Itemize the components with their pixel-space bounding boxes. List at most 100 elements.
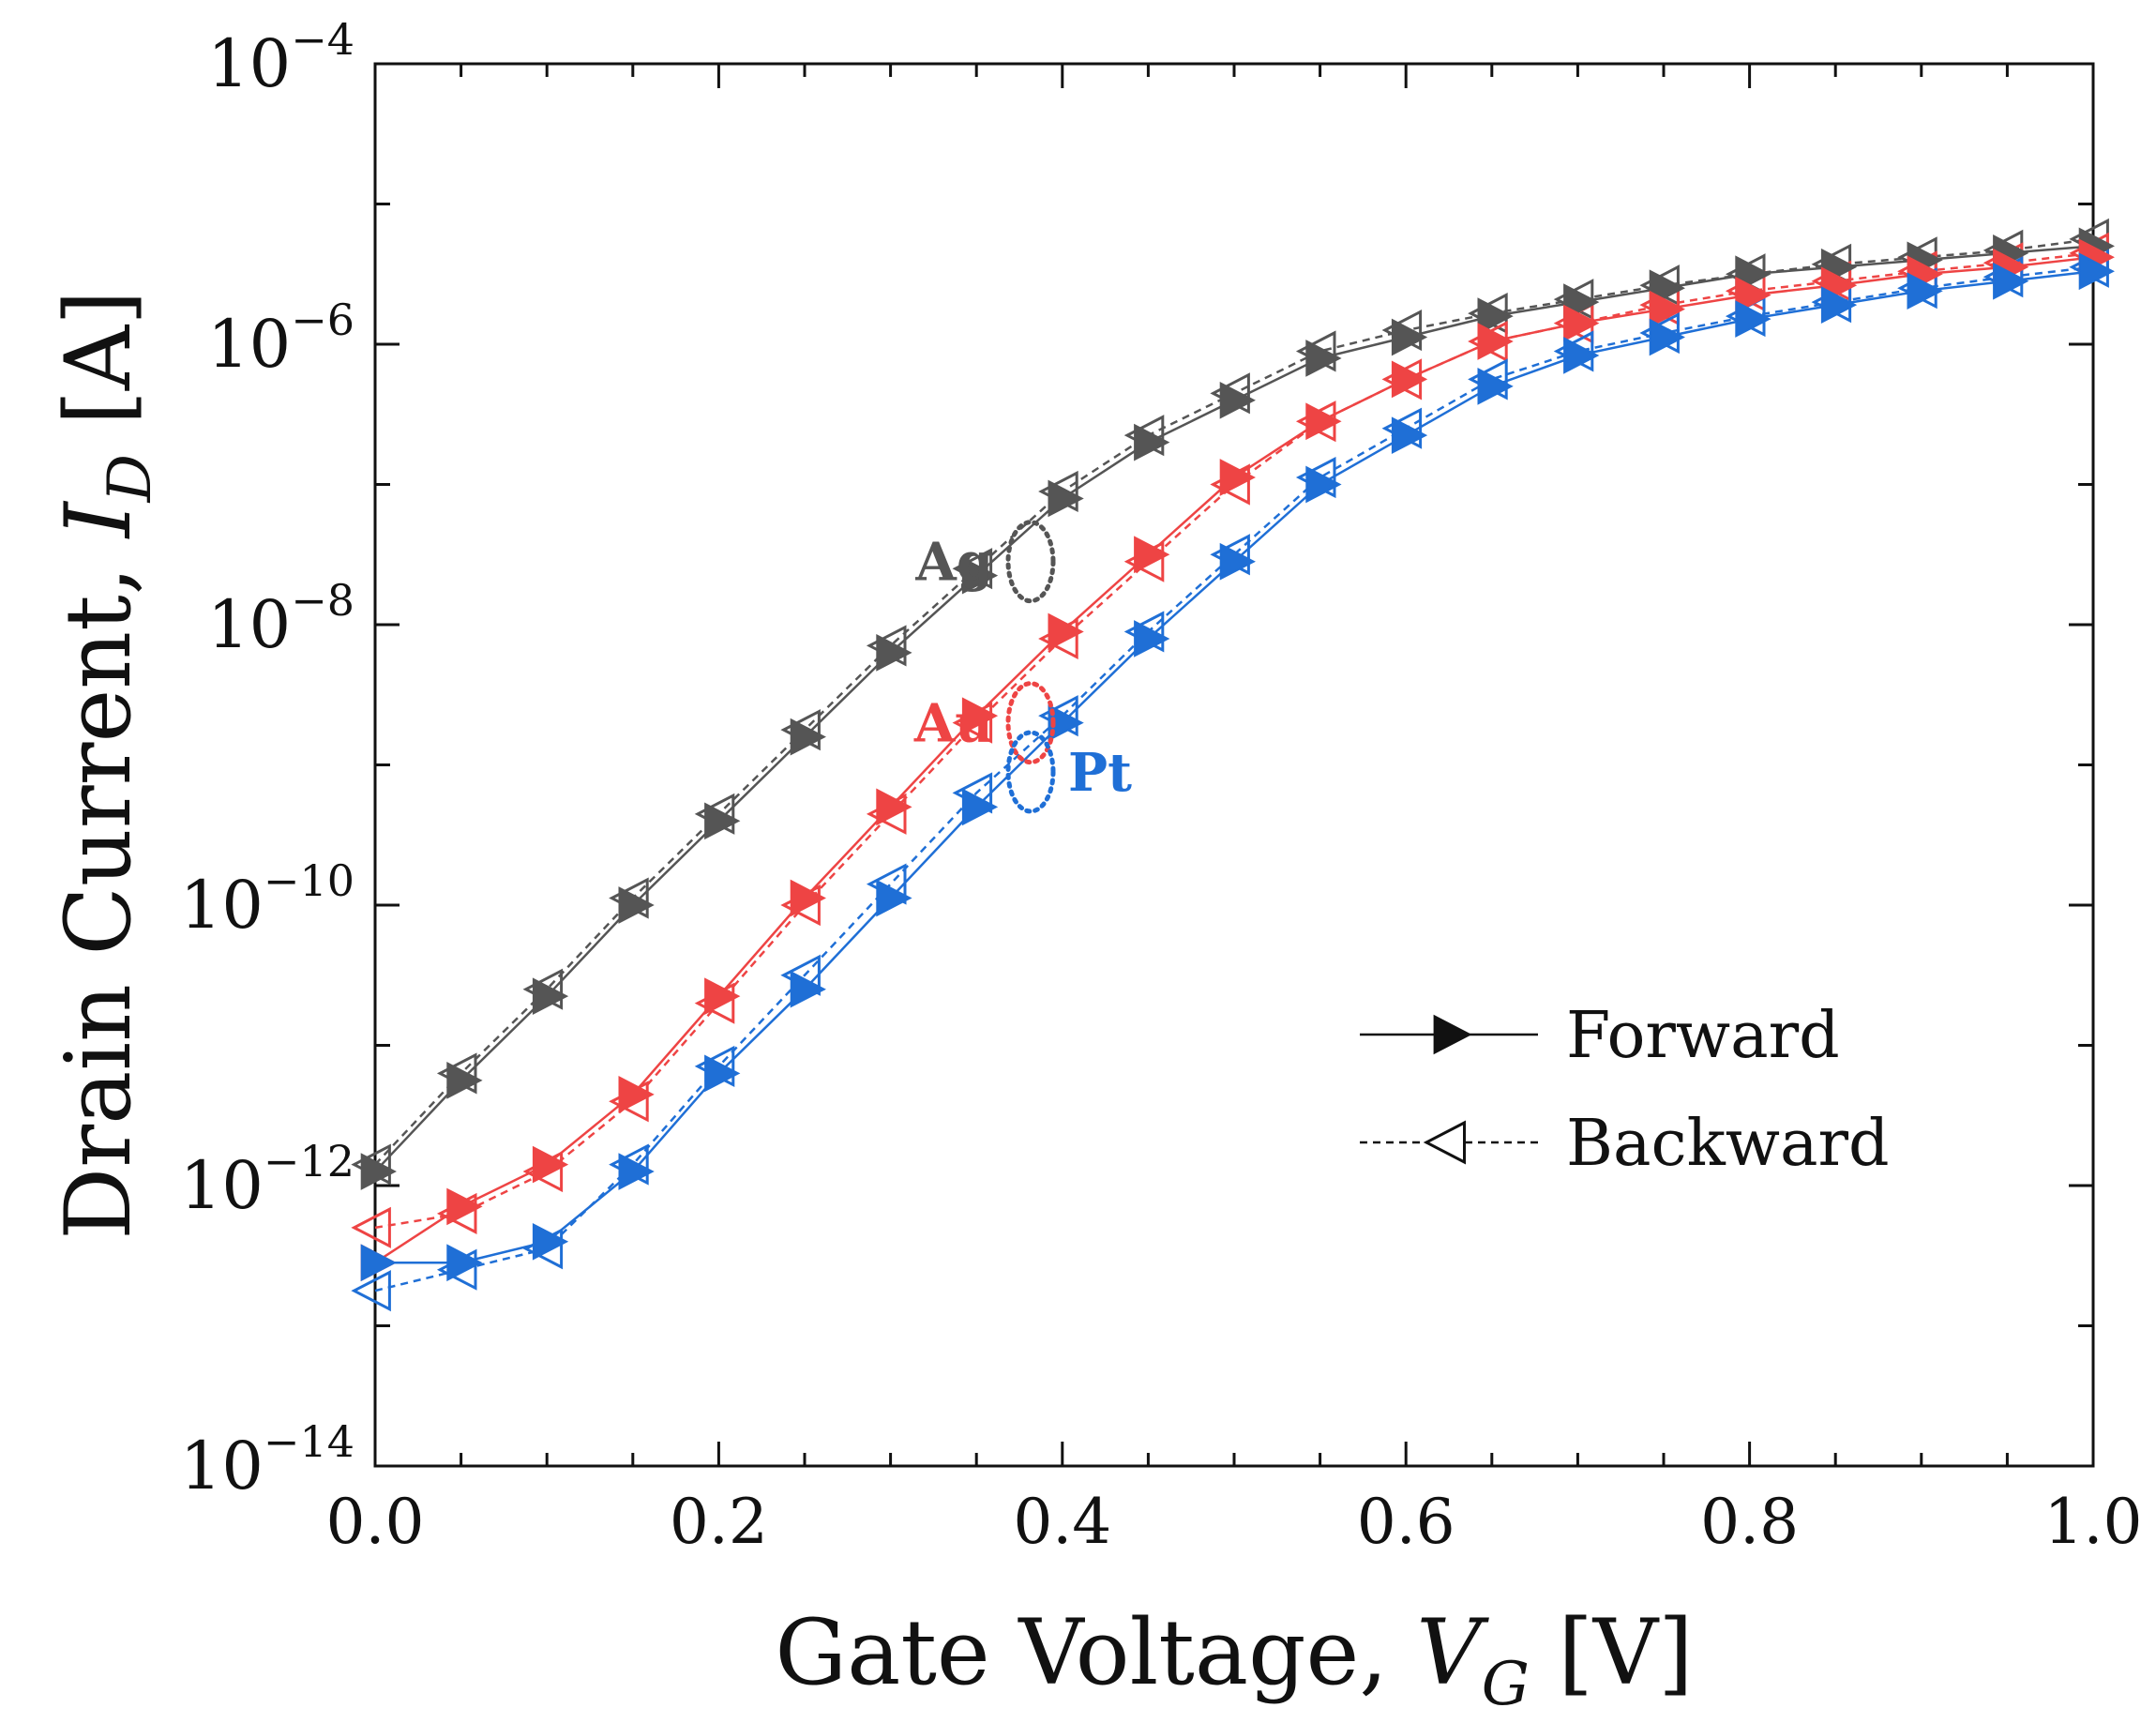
data-point-pt-forward	[1134, 620, 1170, 657]
data-point-ag-forward	[1477, 297, 1514, 335]
x-tick-label: 0.0	[326, 1486, 425, 1558]
data-point-pt-forward	[360, 1244, 397, 1282]
data-point-au-forward	[790, 879, 826, 917]
data-point-ag-forward	[1219, 381, 1256, 419]
annotation-ellipse-au	[1005, 681, 1056, 765]
x-axis-title: Gate Voltage, VG [V]	[775, 1600, 1693, 1719]
data-point-pt-forward	[1477, 368, 1514, 405]
y-axis-title-var: I	[46, 500, 151, 539]
data-point-au-forward	[1134, 536, 1170, 574]
data-point-pt-forward	[790, 970, 826, 1008]
y-tick-base: 10	[207, 25, 291, 102]
data-point-pt-forward	[1907, 272, 1943, 310]
data-point-pt-forward	[1820, 286, 1858, 324]
data-point-au-forward	[446, 1187, 483, 1226]
annotation-ellipse-ag	[1005, 520, 1056, 604]
x-tick-label: 0.4	[1013, 1486, 1111, 1558]
data-point-au-forward	[1219, 459, 1256, 496]
y-tick-power: −10	[264, 855, 354, 906]
x-tick-label: 0.6	[1357, 1486, 1455, 1558]
data-point-pt-forward	[1391, 416, 1428, 455]
data-point-au-forward	[1391, 360, 1428, 399]
data-point-au-backward	[351, 1206, 391, 1248]
x-axis-title-prefix: Gate Voltage,	[775, 1600, 1416, 1705]
data-point-ag-forward	[1391, 318, 1428, 356]
data-point-pt-forward	[446, 1244, 483, 1282]
series-line-pt-backward	[374, 265, 2094, 1292]
y-tick-power: −8	[291, 575, 354, 626]
data-point-au-forward	[618, 1075, 655, 1113]
series-ag-forward	[360, 227, 2115, 1190]
y-tick-power: −4	[291, 14, 354, 65]
y-tick-power: −12	[264, 1136, 354, 1186]
data-point-pt-forward	[1305, 465, 1342, 504]
data-point-pt-forward	[876, 879, 912, 917]
y-tick-label: 10−8	[207, 575, 354, 663]
y-tick-label: 10−10	[180, 855, 354, 944]
data-point-pt-forward	[1563, 337, 1600, 374]
y-tick-label: 10−4	[207, 14, 354, 102]
y-axis-title: Drain Current, ID [A]	[46, 290, 165, 1239]
data-point-ag-forward	[360, 1153, 397, 1190]
data-point-ag-forward	[1305, 340, 1342, 377]
annotation-ellipse-pt	[1005, 730, 1056, 814]
data-point-ag-forward	[790, 718, 826, 756]
data-point-pt-forward	[532, 1222, 569, 1261]
y-tick-base: 10	[180, 1147, 264, 1224]
annotation-label-pt: Pt	[1068, 742, 1132, 804]
data-point-au-forward	[961, 697, 999, 735]
series-au-backward	[351, 232, 2109, 1248]
y-tick-base: 10	[207, 586, 291, 663]
data-point-ag-forward	[1048, 479, 1084, 518]
y-tick-label: 10−14	[180, 1416, 354, 1504]
y-axis-title-prefix: Drain Current,	[46, 537, 151, 1239]
y-tick-base: 10	[180, 1428, 264, 1504]
y-tick-label: 10−12	[180, 1136, 354, 1224]
legend-marker-forward	[1433, 1014, 1472, 1055]
x-axis-title-unit: [V]	[1530, 1600, 1694, 1705]
data-point-au-forward	[1305, 402, 1342, 441]
series-pt-forward	[360, 252, 2115, 1282]
data-point-au-forward	[1735, 276, 1772, 314]
y-axis-title-unit: [A]	[46, 290, 151, 454]
data-point-au-forward	[1649, 290, 1685, 328]
data-point-au-forward	[704, 977, 741, 1016]
data-point-pt-forward	[1219, 542, 1256, 581]
y-tick-power: −14	[264, 1416, 354, 1467]
data-point-au-forward	[1477, 323, 1514, 360]
data-point-pt-forward	[2078, 252, 2115, 291]
x-tick-label: 1.0	[2044, 1486, 2143, 1558]
data-point-ag-forward	[704, 802, 741, 840]
data-point-ag-forward	[532, 977, 569, 1016]
data-point-pt-forward	[1735, 300, 1772, 338]
legend-marker-backward	[1423, 1120, 1466, 1165]
data-point-pt-forward	[1993, 262, 2029, 300]
y-tick-base: 10	[180, 867, 264, 944]
data-point-pt-forward	[704, 1054, 741, 1093]
data-point-ag-forward	[876, 634, 912, 672]
annotation-label-au: Au	[913, 693, 993, 755]
annotation-label-ag: Ag	[914, 532, 993, 594]
data-point-pt-forward	[1649, 318, 1685, 356]
data-point-ag-forward	[446, 1062, 483, 1099]
legend-entry-forward: Forward	[1360, 999, 1840, 1073]
legend-label: Backward	[1566, 1107, 1890, 1181]
legend-label: Forward	[1566, 999, 1840, 1073]
series-ag-backward	[351, 218, 2109, 1186]
y-axis-title-sub: D	[96, 454, 165, 503]
data-point-pt-backward	[351, 1270, 391, 1312]
data-point-ag-forward	[618, 886, 655, 924]
data-point-au-forward	[876, 788, 912, 826]
y-tick-base: 10	[207, 306, 291, 383]
data-point-ag-forward	[961, 556, 999, 595]
data-point-pt-forward	[618, 1153, 655, 1190]
legend-entry-backward: Backward	[1360, 1107, 1890, 1181]
y-tick-label: 10−6	[207, 295, 354, 383]
data-point-ag-forward	[1134, 423, 1170, 461]
data-point-pt-forward	[1048, 703, 1084, 742]
x-tick-label: 0.8	[1700, 1486, 1799, 1558]
data-point-au-forward	[1563, 304, 1600, 342]
data-point-pt-forward	[961, 788, 999, 826]
x-axis-title-sub: G	[1482, 1650, 1530, 1719]
